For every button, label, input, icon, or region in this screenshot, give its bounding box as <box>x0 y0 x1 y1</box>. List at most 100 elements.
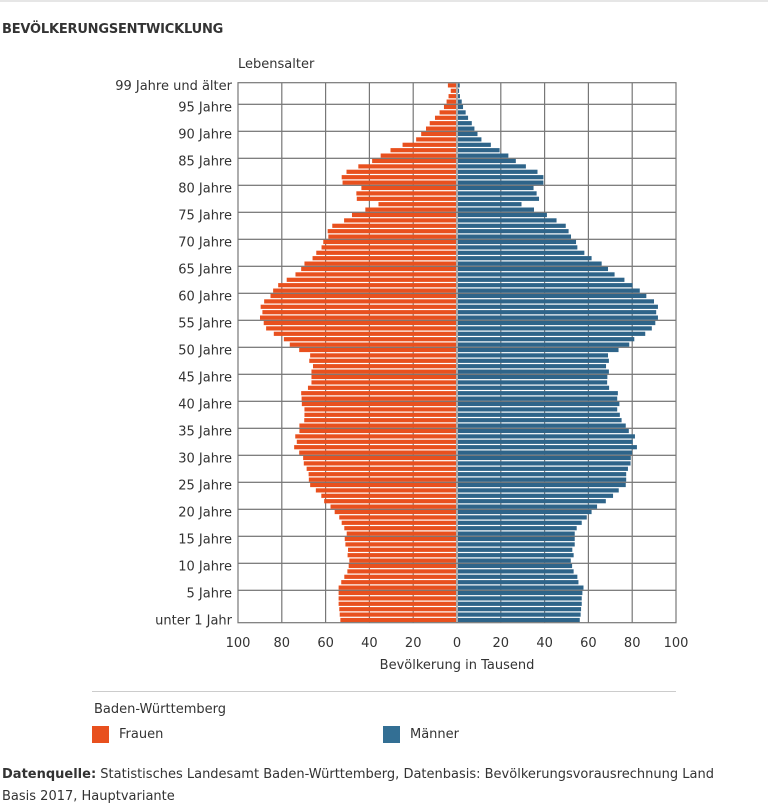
x-tick-label: 20 <box>405 636 422 651</box>
bar-frauen-age-4 <box>338 596 456 601</box>
bar-maenner-age-73 <box>458 223 566 228</box>
bar-frauen-age-19 <box>339 515 456 520</box>
bar-frauen-age-66 <box>304 261 456 266</box>
bar-maenner-age-92 <box>458 121 472 126</box>
bar-maenner-age-69 <box>458 245 578 250</box>
bar-maenner-age-62 <box>458 283 633 288</box>
bar-frauen-age-85 <box>372 158 456 164</box>
bar-frauen-age-65 <box>301 266 456 272</box>
bar-frauen-age-78 <box>356 196 456 201</box>
bar-maenner-age-74 <box>458 218 557 223</box>
y-tick-labels: unter 1 Jahr 5 Jahre 10 Jahre 15 Jahre 20 Ja… <box>115 79 232 629</box>
bar-frauen-age-67 <box>312 256 456 261</box>
bar-frauen-age-73 <box>332 223 456 228</box>
bar-maenner-age-15 <box>458 536 575 542</box>
bar-maenner-age-16 <box>458 531 575 536</box>
bar-frauen-age-30 <box>303 455 456 461</box>
bar-maenner-age-46 <box>458 369 609 374</box>
bars <box>259 83 658 623</box>
plot-frame <box>237 82 677 624</box>
bar-maenner-age-95 <box>458 104 464 110</box>
bar-maenner-age-44 <box>458 380 608 385</box>
bar-maenner-age-55 <box>458 320 656 326</box>
bar-maenner-age-41 <box>458 396 618 401</box>
bar-maenner-age-64 <box>458 272 615 277</box>
bar-maenner-age-33 <box>458 439 633 444</box>
bar-maenner-age-28 <box>458 466 628 471</box>
bar-maenner-age-77 <box>458 202 522 207</box>
bar-frauen-age-38 <box>304 412 456 417</box>
bar-maenner-age-90 <box>458 131 478 137</box>
legend-label-frauen: Frauen <box>119 727 164 742</box>
y-tick-label: 85 Jahre <box>178 155 232 170</box>
bar-frauen-age-56 <box>259 315 456 320</box>
y-tick-label: 60 Jahre <box>178 290 232 305</box>
bar-frauen-age-16 <box>346 531 456 536</box>
x-tick-label: 100 <box>664 636 689 651</box>
bar-maenner-age-89 <box>458 137 482 142</box>
y-tick-label: 40 Jahre <box>178 398 232 413</box>
legend-item-frauen: Frauen <box>92 726 163 743</box>
bar-frauen-age-23 <box>321 493 456 498</box>
bar-frauen-age-12 <box>347 553 456 558</box>
y-tick-label: 20 Jahre <box>178 506 232 521</box>
bar-maenner-age-54 <box>458 326 652 331</box>
bar-maenner-age-1 <box>458 612 581 617</box>
bar-frauen-age-5 <box>338 590 456 596</box>
y-tick-label: 90 Jahre <box>178 128 232 143</box>
bar-frauen-age-17 <box>344 526 456 531</box>
bar-frauen-age-27 <box>308 472 456 477</box>
bar-frauen-age-29 <box>303 461 456 466</box>
bar-frauen-age-96 <box>446 99 456 104</box>
legend-swatch-maenner <box>383 726 400 743</box>
bar-frauen-age-87 <box>390 148 456 153</box>
bar-frauen-age-72 <box>327 229 456 234</box>
x-tick-label: 0 <box>453 636 461 651</box>
bar-maenner-age-66 <box>458 261 602 266</box>
bar-frauen-age-88 <box>402 142 456 147</box>
bar-maenner-age-43 <box>458 385 610 390</box>
x-tick-label: 100 <box>226 636 251 651</box>
y-tick-label: 15 Jahre <box>178 533 232 548</box>
x-tick-label: 80 <box>624 636 641 651</box>
y-tick-label: 25 Jahre <box>178 479 232 494</box>
bar-frauen-age-46 <box>311 369 456 374</box>
population-pyramid-chart: Lebensalter unter 1 Jahr 5 Jahre 10 Jahre 1… <box>115 57 689 673</box>
y-tick-label: unter 1 Jahr <box>155 614 232 629</box>
bar-maenner-age-21 <box>458 504 598 509</box>
bar-maenner-age-98 <box>458 88 460 93</box>
bar-maenner-age-7 <box>458 580 579 585</box>
bar-frauen-age-62 <box>278 283 456 288</box>
bar-frauen-age-63 <box>286 277 456 282</box>
bar-maenner-age-45 <box>458 374 608 380</box>
grid <box>238 82 676 623</box>
bar-maenner-age-88 <box>458 142 491 147</box>
bar-frauen-age-53 <box>273 331 456 336</box>
x-axis-title: Bevölkerung in Tausend <box>380 658 535 673</box>
bar-frauen-age-28 <box>306 466 456 471</box>
bar-frauen-age-68 <box>316 250 456 255</box>
bar-maenner-age-76 <box>458 207 534 212</box>
bar-maenner-age-97 <box>458 94 460 99</box>
bar-maenner-age-71 <box>458 234 572 239</box>
bar-frauen-age-37 <box>304 418 456 423</box>
bar-maenner-age-42 <box>458 391 618 396</box>
bar-frauen-age-21 <box>330 504 456 509</box>
bar-frauen-age-79 <box>356 191 456 196</box>
bar-maenner-age-2 <box>458 607 582 612</box>
bar-maenner-age-57 <box>458 310 657 315</box>
y-axis-title: Lebensalter <box>238 57 315 72</box>
bar-maenner-age-49 <box>458 353 609 358</box>
bar-maenner-age-30 <box>458 455 631 461</box>
bar-maenner-age-4 <box>458 596 582 601</box>
bar-maenner-age-23 <box>458 493 614 498</box>
bar-maenner-age-99 <box>458 83 460 88</box>
bar-maenner-age-19 <box>458 515 587 520</box>
chart-title: BEVÖLKERUNGSENTWICKLUNG <box>2 22 224 37</box>
y-tick-label: 70 Jahre <box>178 236 232 251</box>
bar-frauen-age-0 <box>340 617 456 623</box>
bar-maenner-age-94 <box>458 110 466 115</box>
bar-frauen-age-59 <box>264 299 456 304</box>
bar-maenner-age-81 <box>458 180 544 185</box>
bar-frauen-age-24 <box>315 488 456 493</box>
